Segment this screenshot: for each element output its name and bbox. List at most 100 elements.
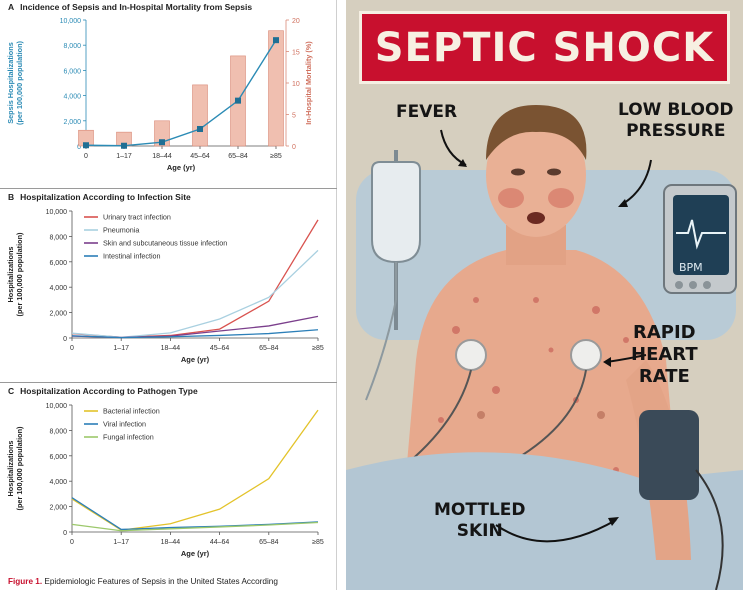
hospitalization-point (83, 142, 89, 149)
y-tick-label: 8,000 (49, 428, 67, 435)
fever-label-text: FEVER (396, 102, 458, 122)
hospitalization-point (273, 37, 279, 44)
chart-b-heading: B Hospitalization According to Infection … (8, 192, 191, 202)
chart-a-plot: 0 2,000 4,000 6,000 8,000 10,000 0 1–17 18–44 45–… (6, 18, 313, 172)
patient-mouth (527, 212, 545, 224)
y2-axis-label: In-Hospital Mortality (%) (304, 41, 313, 125)
iv-bag-icon (371, 161, 421, 264)
x-tick-label: 0 (70, 539, 74, 546)
y2-tick-label: 10 (292, 81, 300, 88)
y2-tick-label: 15 (292, 50, 300, 57)
x-tick-label: 1–17 (116, 153, 132, 160)
y2-tick-label: 20 (292, 18, 300, 25)
hospitalization-point (235, 97, 241, 104)
y-tick-label: 0 (63, 336, 67, 343)
low-bp-line-1: LOW BLOOD (618, 100, 734, 120)
chart-c-letter: C (8, 386, 15, 396)
chart-divider (0, 382, 337, 383)
chart-a-heading: A Incidence of Sepsis and In-Hospital Mor… (8, 2, 252, 12)
y-tick-label: 10,000 (60, 18, 82, 25)
y-tick-label: 0 (77, 144, 81, 151)
series-line (71, 249, 319, 338)
series-line (71, 329, 319, 339)
poster-title-banner: SEPTIC SHOCK (359, 11, 730, 84)
hospitalization-line (85, 39, 277, 147)
cuff-tube (695, 469, 724, 590)
x-tick-label: 1–17 (113, 539, 129, 546)
x-tick-label: 18–44 (161, 345, 181, 352)
monitor-knob (703, 281, 711, 289)
chart-c-title: Hospitalization According to Pathogen Ty… (20, 386, 198, 396)
mottled-skin-label: MOTTLED SKIN (434, 500, 526, 542)
fever-label: FEVER (396, 102, 457, 123)
series-line (71, 521, 319, 532)
chart-divider (0, 188, 337, 189)
x-tick-label: 44–64 (210, 539, 230, 546)
y-tick-label: 6,000 (49, 260, 67, 267)
heartbeat-trace (676, 219, 726, 250)
mortality-bar (154, 120, 170, 147)
x-tick-label: 45–64 (210, 345, 230, 352)
x-tick-label: 0 (70, 345, 74, 352)
ecg-electrode-right (570, 339, 602, 371)
figure-caption-text: Epidemiologic Features of Sepsis in the … (44, 577, 278, 586)
figure-caption: Figure 1. Epidemiologic Features of Seps… (8, 577, 278, 586)
legend-label: Viral infection (103, 420, 146, 429)
legend-label: Fungal infection (103, 433, 154, 442)
flushed-cheek (498, 188, 524, 208)
heart-rate-line-3: RATE (638, 366, 690, 387)
figure-caption-label: Figure 1. (8, 577, 43, 586)
legend-label: Skin and subcutaneous tissue infection (103, 239, 227, 248)
y-tick-label: 4,000 (63, 94, 81, 101)
x-axis-label: Age (yr) (167, 163, 196, 172)
patient-eye (547, 168, 561, 176)
x-tick-label: 18–44 (161, 539, 181, 546)
x-axis-label: Age (yr) (181, 549, 210, 558)
x-tick-label: ≥85 (312, 539, 324, 546)
y-axis-label: Hospitalizations (6, 441, 15, 497)
legend-label: Pneumonia (103, 226, 139, 235)
low-bp-line-2: PRESSURE (626, 121, 726, 141)
flushed-cheek (548, 188, 574, 208)
mortality-bar (268, 30, 284, 147)
septic-shock-poster: SEPTIC SHOCK FEVER LOW BLOOD PRESSURE RA… (346, 0, 743, 590)
chart-b-plot: 0 2,000 4,000 6,000 8,000 10,000 0 1–17 18–44 45–… (6, 209, 324, 364)
low-blood-pressure-label: LOW BLOOD PRESSURE (618, 100, 734, 142)
y-tick-label: 8,000 (49, 234, 67, 241)
poster-illustration (346, 0, 743, 590)
mottled-skin-arrow (495, 519, 617, 543)
chart-c-pathogen-type: C Hospitalization According to Pathogen T… (0, 384, 337, 574)
patient-hair (486, 105, 587, 160)
heart-rate-line-1: RAPID (633, 322, 696, 343)
ecg-electrode-left (455, 339, 487, 371)
x-tick-label: 65–84 (259, 345, 279, 352)
y-tick-label: 2,000 (63, 119, 81, 126)
fever-arrow-head (458, 159, 467, 167)
x-tick-label: 65–84 (259, 539, 279, 546)
y-tick-label: 10,000 (46, 209, 68, 216)
nipple (477, 411, 485, 419)
x-tick-label: 1–17 (113, 345, 129, 352)
y2-tick-label: 0 (292, 144, 296, 151)
rapid-heart-rate-label: RAPID HEART RATE (631, 322, 698, 388)
monitor-bpm-label: BPM (679, 261, 703, 274)
y-tick-label: 8,000 (63, 43, 81, 50)
chart-b-infection-site: B Hospitalization According to Infection … (0, 190, 337, 380)
chart-b-title: Hospitalization According to Infection S… (20, 192, 191, 202)
hospitalization-point (197, 125, 203, 132)
series-line (71, 315, 319, 339)
epidemiology-figure-panel: A Incidence of Sepsis and In-Hospital Mor… (0, 0, 337, 590)
y-axis-label: (per 100,000 population) (15, 232, 24, 317)
series-line (71, 219, 319, 338)
heart-rate-arrow-head (603, 357, 611, 367)
poster-title: SEPTIC SHOCK (374, 24, 715, 71)
y-tick-label: 6,000 (63, 68, 81, 75)
y2-tick-label: 5 (292, 113, 296, 120)
y-tick-label: 6,000 (49, 454, 67, 461)
x-tick-label: 0 (84, 153, 88, 160)
legend-label: Bacterial infection (103, 407, 160, 416)
monitor-knob (689, 281, 697, 289)
heart-rate-line-2: HEART (631, 344, 698, 365)
low-bp-arrow-head (618, 199, 628, 207)
chart-b-letter: B (8, 192, 15, 202)
